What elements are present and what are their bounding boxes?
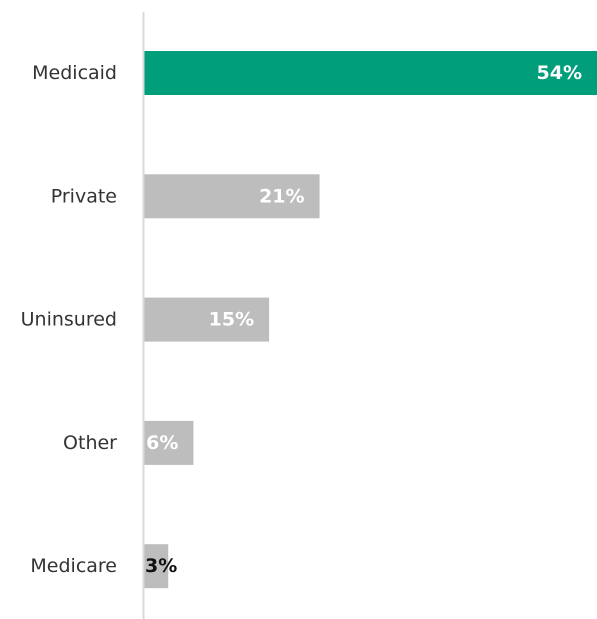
labels-layer: Medicaid 54% Private 21% Uninsured 15% Other 6%… (21, 62, 582, 577)
category-label-uninsured: Uninsured (21, 309, 117, 331)
value-label-medicaid: 54% (537, 62, 582, 84)
bar-other (143, 420, 194, 465)
bar-medicare (143, 544, 169, 589)
value-label-other: 6% (146, 432, 178, 454)
category-label-medicaid: Medicaid (32, 62, 117, 84)
bar-uninsured (143, 297, 270, 342)
value-label-medicare: 3% (145, 555, 177, 577)
bar-medicaid (143, 51, 597, 95)
value-label-private: 21% (259, 185, 304, 207)
bar-private (143, 174, 320, 219)
value-label-uninsured: 15% (209, 309, 254, 331)
category-label-private: Private (51, 185, 117, 207)
category-label-other: Other (63, 432, 117, 454)
bars-layer (143, 51, 597, 589)
category-label-medicare: Medicare (30, 555, 117, 577)
